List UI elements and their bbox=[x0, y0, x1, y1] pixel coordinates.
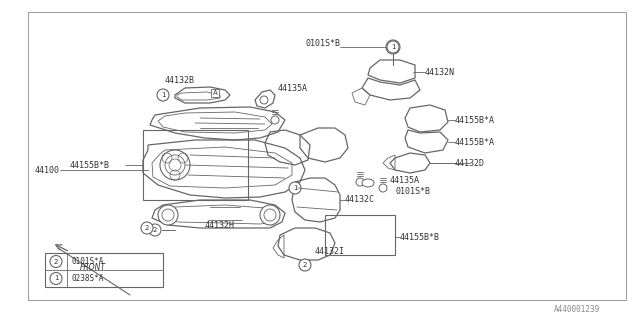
Circle shape bbox=[271, 116, 279, 124]
Bar bbox=[143, 130, 248, 200]
Circle shape bbox=[141, 222, 153, 234]
Circle shape bbox=[50, 255, 62, 268]
Circle shape bbox=[157, 89, 169, 101]
Circle shape bbox=[379, 184, 387, 192]
Text: 44132H: 44132H bbox=[205, 220, 235, 229]
Circle shape bbox=[260, 96, 268, 104]
Circle shape bbox=[50, 273, 62, 284]
Text: 0101S*B: 0101S*B bbox=[305, 38, 340, 47]
Text: 44132N: 44132N bbox=[425, 68, 455, 76]
Text: A: A bbox=[212, 90, 218, 96]
Bar bbox=[325, 215, 395, 255]
Text: 44132B: 44132B bbox=[165, 76, 195, 84]
Text: 1: 1 bbox=[161, 92, 165, 98]
Bar bbox=[45, 253, 163, 287]
Circle shape bbox=[289, 182, 301, 194]
Text: 44155B*A: 44155B*A bbox=[455, 116, 495, 124]
Circle shape bbox=[299, 259, 311, 271]
Circle shape bbox=[149, 224, 161, 236]
Ellipse shape bbox=[362, 179, 374, 187]
Text: 2: 2 bbox=[153, 227, 157, 233]
Text: 44132C: 44132C bbox=[345, 196, 375, 204]
Text: 1: 1 bbox=[292, 185, 297, 191]
Circle shape bbox=[386, 40, 400, 54]
Circle shape bbox=[260, 205, 280, 225]
Circle shape bbox=[160, 150, 190, 180]
Text: 44132D: 44132D bbox=[455, 158, 485, 167]
Text: 44100: 44100 bbox=[35, 165, 60, 174]
Text: 2: 2 bbox=[145, 225, 149, 231]
Text: FRONT: FRONT bbox=[80, 263, 106, 273]
Text: 2: 2 bbox=[303, 262, 307, 268]
Circle shape bbox=[158, 90, 168, 100]
Text: 44155B*A: 44155B*A bbox=[455, 138, 495, 147]
Text: 44135A: 44135A bbox=[278, 84, 308, 92]
Text: 0101S*B: 0101S*B bbox=[395, 188, 430, 196]
Text: 44155B*B: 44155B*B bbox=[400, 233, 440, 242]
Text: 44132I: 44132I bbox=[315, 247, 345, 257]
Circle shape bbox=[387, 41, 399, 53]
Text: 1: 1 bbox=[391, 44, 396, 50]
Text: 44135A: 44135A bbox=[390, 175, 420, 185]
Text: 0238S*A: 0238S*A bbox=[71, 274, 104, 283]
Text: 44155B*B: 44155B*B bbox=[70, 161, 110, 170]
Text: 0101S*A: 0101S*A bbox=[71, 257, 104, 266]
Text: A440001239: A440001239 bbox=[554, 306, 600, 315]
Text: 2: 2 bbox=[54, 259, 58, 265]
Circle shape bbox=[158, 205, 178, 225]
Text: 1: 1 bbox=[54, 276, 58, 282]
Circle shape bbox=[356, 178, 364, 186]
